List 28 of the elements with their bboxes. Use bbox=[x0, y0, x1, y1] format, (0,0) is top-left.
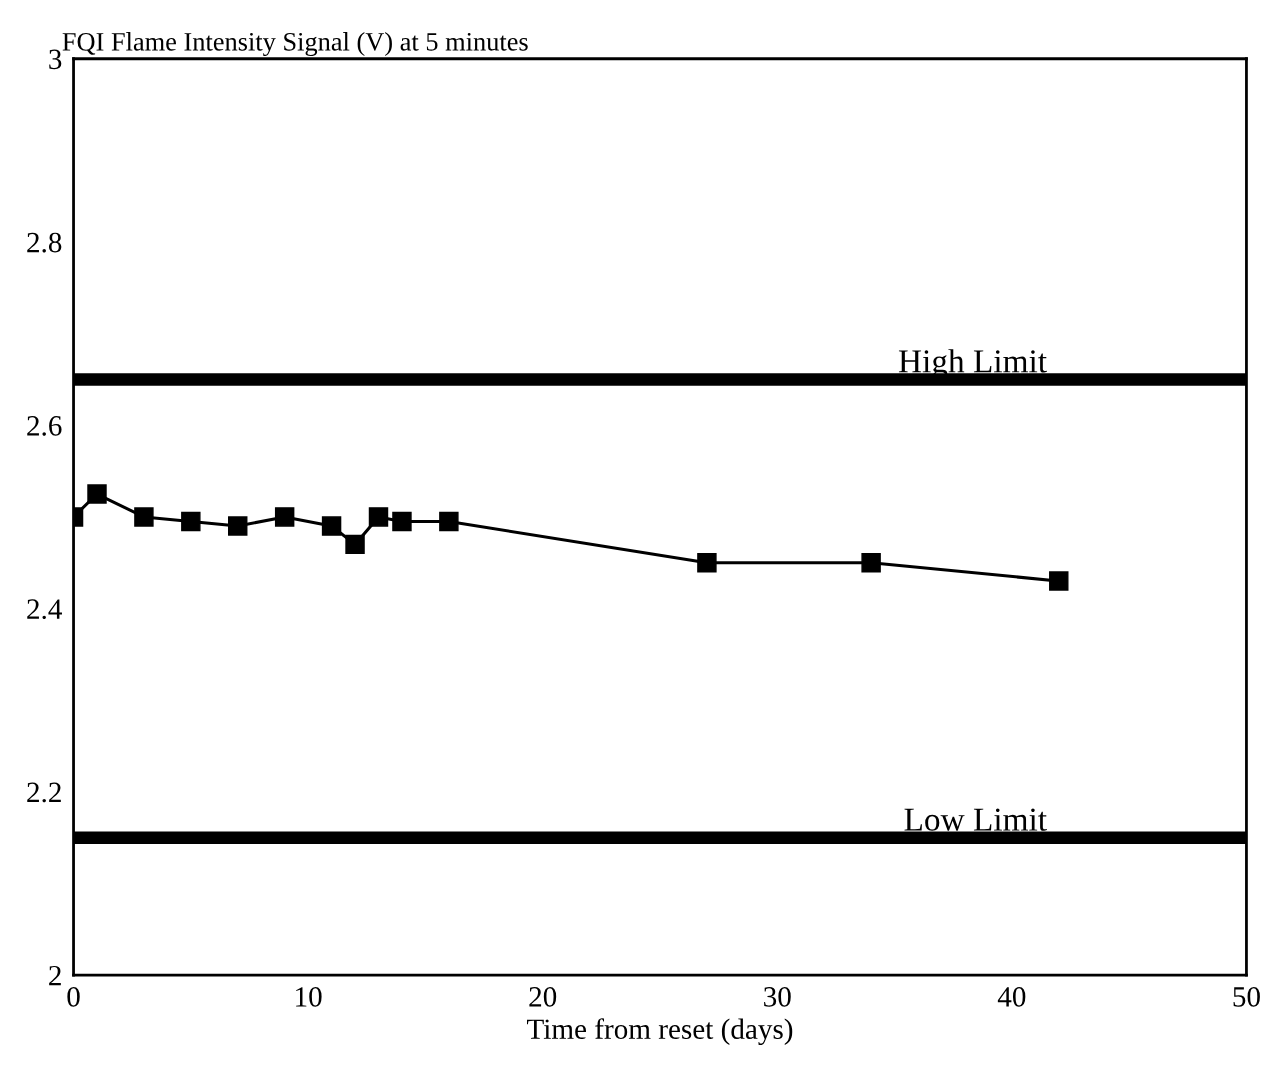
x-tick-label: 20 bbox=[529, 987, 557, 1007]
point bbox=[87, 484, 107, 504]
x-tick-label: 0 bbox=[67, 987, 80, 1007]
ref-line-label: Low Limit bbox=[904, 808, 1047, 831]
y-tick-label: 3 bbox=[49, 49, 62, 70]
y-tick-label: 2.4 bbox=[27, 599, 62, 620]
point bbox=[1049, 571, 1069, 591]
y-tick-label: 2.6 bbox=[27, 416, 62, 436]
x-tick-label: 10 bbox=[296, 987, 322, 1007]
y-tick-label: 2.2 bbox=[27, 782, 61, 803]
x-tick-label: 40 bbox=[997, 987, 1026, 1007]
x-tick-label: 30 bbox=[764, 987, 791, 1007]
point bbox=[228, 516, 248, 536]
point bbox=[274, 507, 295, 527]
x-tick-label: 50 bbox=[1233, 987, 1260, 1007]
point bbox=[321, 516, 342, 536]
point bbox=[134, 507, 154, 527]
point bbox=[345, 534, 365, 555]
point bbox=[181, 511, 201, 532]
y-tick-label: 2.8 bbox=[27, 232, 62, 253]
point bbox=[439, 511, 459, 532]
point bbox=[392, 511, 412, 532]
point bbox=[861, 553, 881, 573]
y-tick-label: 2 bbox=[49, 965, 61, 986]
chart-title: FQI Flame Intensity Signal (V) at 5 minutes bbox=[62, 32, 528, 57]
point bbox=[368, 507, 389, 527]
x-axis-title: Time from reset (days) bbox=[527, 1018, 793, 1046]
point bbox=[697, 553, 717, 573]
